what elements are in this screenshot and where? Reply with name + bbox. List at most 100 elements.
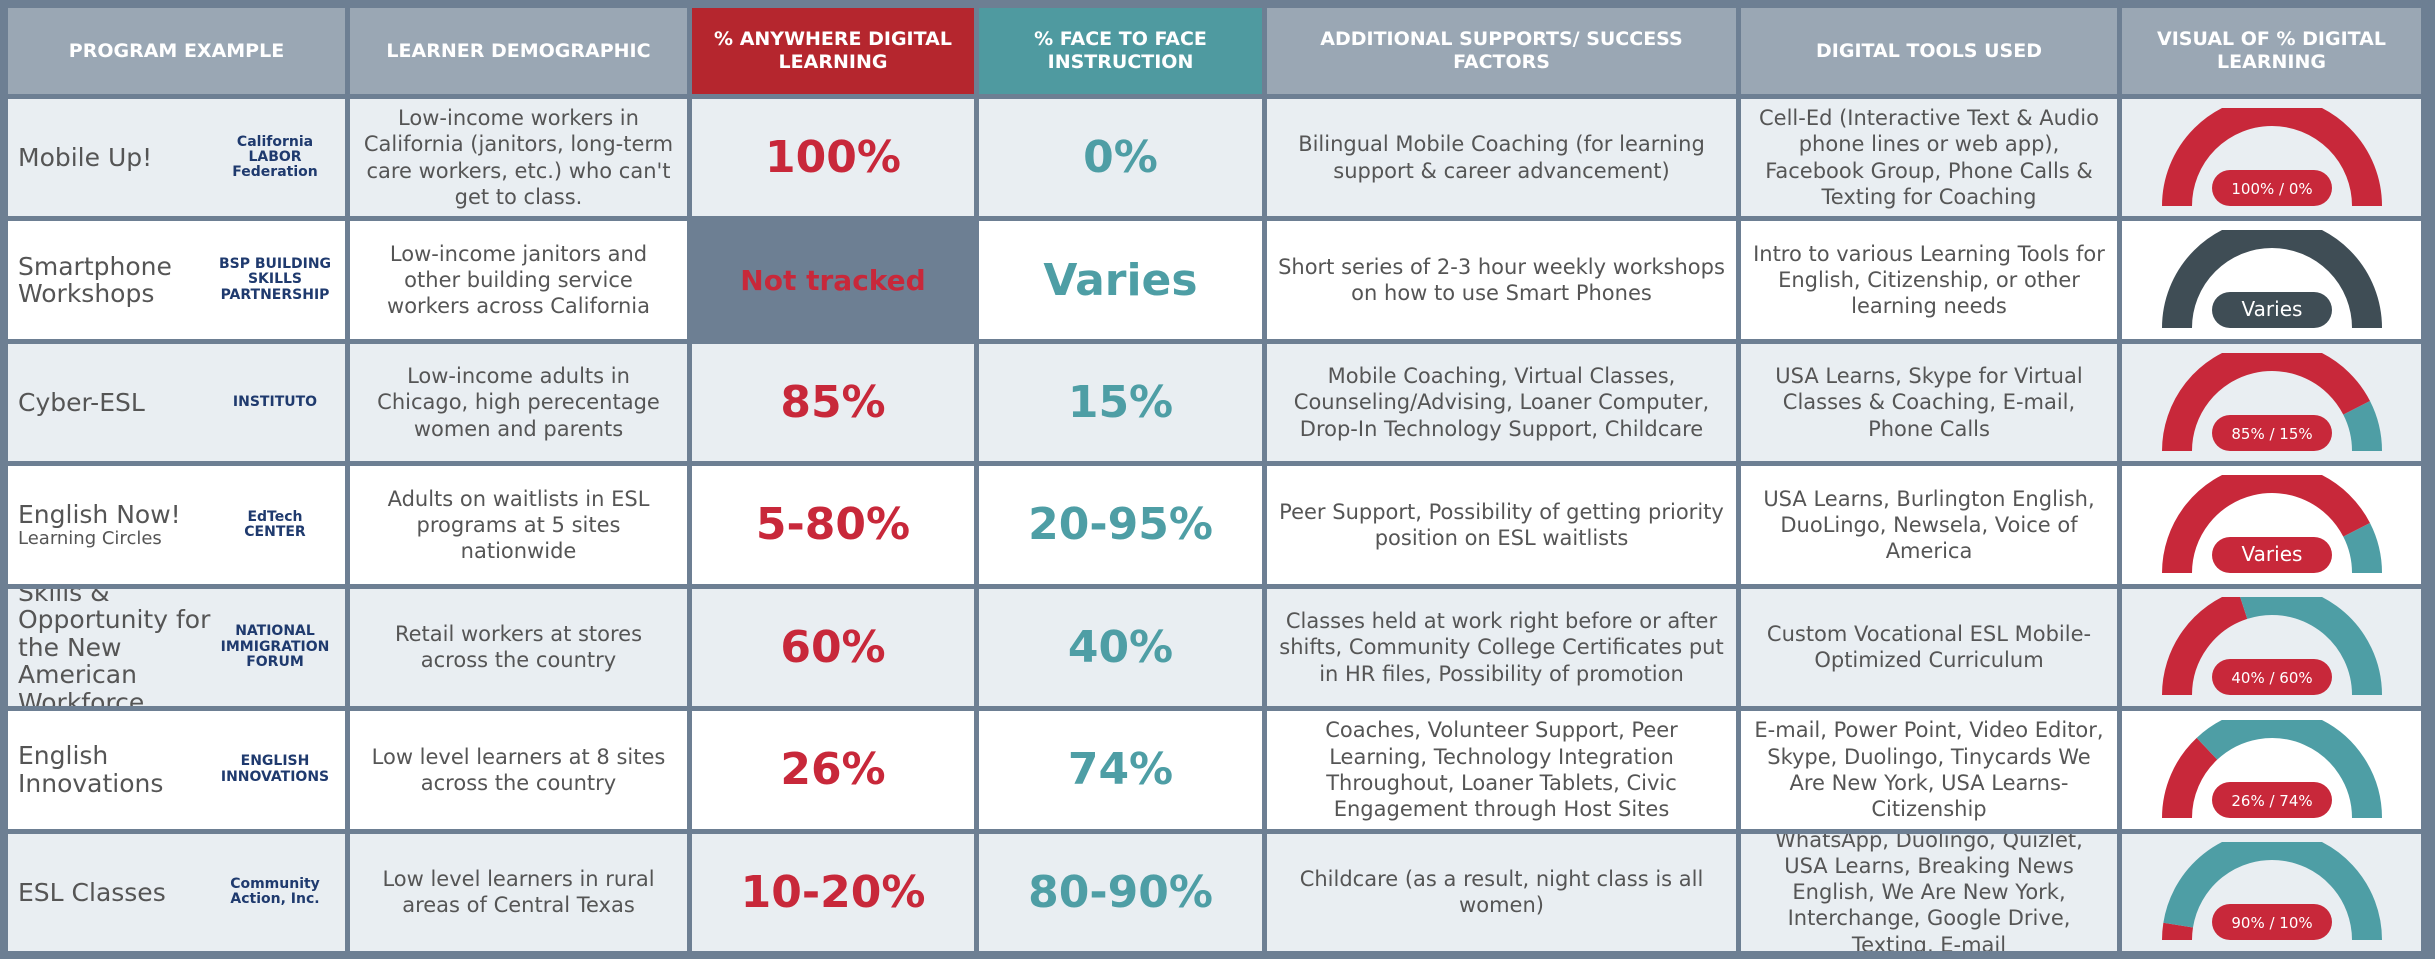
program-cell: Smartphone Workshops BSP BUILDING SKILLS … xyxy=(8,221,345,339)
gauge-label: 85% / 15% xyxy=(2231,425,2312,443)
gauge-cell: 40% / 60% xyxy=(2122,588,2421,707)
header-text: % FACE TO FACE INSTRUCTION xyxy=(1034,28,1207,73)
demographic: Low level learners at 8 sites across the… xyxy=(350,711,687,829)
program-name: English Now! Learning Circles xyxy=(18,501,215,548)
header-cell: ADDITIONAL SUPPORTS/ SUCCESS FACTORS xyxy=(1267,8,1736,94)
gauge: 40% / 60% xyxy=(2161,597,2382,696)
gauge-label: Varies xyxy=(2241,297,2302,321)
gauge-segment xyxy=(2342,523,2382,574)
anywhere-pct: 26% xyxy=(692,711,974,829)
program-name: Mobile Up! xyxy=(18,144,215,172)
face-pct: Varies xyxy=(979,221,1262,339)
program-name: Cyber-ESL xyxy=(18,389,215,417)
gauge-pill xyxy=(2211,536,2332,573)
gauge-label: Varies xyxy=(2241,542,2302,566)
gauge-pill xyxy=(2211,904,2332,941)
anywhere-pct: 60% xyxy=(692,588,974,707)
program-cell: Mobile Up! California LABOR Federation xyxy=(8,99,345,217)
gauge-cell: 90% / 10% xyxy=(2122,833,2421,951)
tools: USA Learns, Burlington English, DuoLingo… xyxy=(1741,466,2117,584)
program-title: Smartphone Workshops xyxy=(18,251,172,309)
gauge-pill xyxy=(2211,169,2332,206)
program-cell: Cyber-ESL INSTITUTO xyxy=(8,343,345,462)
program-title: ESL Classes xyxy=(18,877,166,907)
logo: INSTITUTO xyxy=(232,393,318,410)
face-pct: 80-90% xyxy=(979,833,1262,951)
gauge: Varies xyxy=(2161,474,2382,574)
program-name: Smartphone Workshops xyxy=(18,251,215,309)
anywhere-pct: 100% xyxy=(692,99,974,217)
demographic: Adults on waitlists in ESL programs at 5… xyxy=(350,466,687,584)
tools: Cell-Ed (Interactive Text & Audio phone … xyxy=(1741,99,2117,217)
logo: California LABOR Federation xyxy=(232,133,318,181)
gauge: 90% / 10% xyxy=(2161,842,2382,941)
gauge-segment xyxy=(2161,352,2370,451)
supports: Childcare (as a result, night class is a… xyxy=(1267,833,1736,951)
program-name: Skills & Opportunity for the New America… xyxy=(18,589,215,706)
gauge-cell: 100% / 0% xyxy=(2122,99,2421,217)
demographic: Low-income janitors and other building s… xyxy=(350,221,687,339)
gauge-pill xyxy=(2211,781,2332,818)
program-title: English Innovations xyxy=(18,741,164,798)
gauge-segment xyxy=(2196,719,2382,819)
gauge-label: 40% / 60% xyxy=(2231,669,2312,687)
tools: WhatsApp, Duolingo, Quizlet, USA Learns,… xyxy=(1741,833,2117,951)
header-text: ADDITIONAL SUPPORTS/ SUCCESS FACTORS xyxy=(1320,28,1683,73)
gauge-segment xyxy=(2162,842,2382,941)
program-title: Cyber-ESL xyxy=(18,387,145,417)
program-name: ESL Classes xyxy=(18,877,215,907)
gauge: 26% / 74% xyxy=(2161,719,2382,819)
tools: E-mail, Power Point, Video Editor, Skype… xyxy=(1741,711,2117,829)
demographic: Low-income workers in California (janito… xyxy=(350,99,687,217)
program-cell: English Now! Learning Circles EdTech CENTE… xyxy=(8,466,345,584)
supports: Peer Support, Possibility of getting pri… xyxy=(1267,466,1736,584)
program-title: Skills & Opportunity for the New America… xyxy=(18,588,211,707)
logo: NATIONAL IMMIGRATION FORUM xyxy=(220,623,330,671)
gauge-label: 26% / 74% xyxy=(2231,792,2312,810)
anywhere-pct: Not tracked xyxy=(740,263,926,297)
anywhere-pct: 5-80% xyxy=(692,466,974,584)
tools: Custom Vocational ESL Mobile-Optimized C… xyxy=(1741,588,2117,707)
logo: ENGLISH INNOVATIONS xyxy=(220,753,330,785)
gauge-cell: 26% / 74% xyxy=(2122,711,2421,829)
face-pct: 15% xyxy=(979,343,1262,462)
header-cell: DIGITAL TOOLS USED xyxy=(1741,8,2117,94)
gauge-segment xyxy=(2161,107,2382,207)
header-text: % ANYWHERE DIGITAL LEARNING xyxy=(714,28,952,73)
gauge-segment xyxy=(2239,597,2382,696)
anywhere-pct: 85% xyxy=(692,343,974,462)
program-name: English Innovations xyxy=(18,742,215,797)
gauge-segment xyxy=(2161,737,2218,819)
face-pct: 0% xyxy=(979,99,1262,217)
gauge-label: 100% / 0% xyxy=(2231,180,2312,198)
gauge: 100% / 0% xyxy=(2161,107,2382,207)
supports: Bilingual Mobile Coaching (for learning … xyxy=(1267,99,1736,217)
header-cell: PROGRAM EXAMPLE xyxy=(8,8,345,94)
gauge-pill xyxy=(2211,659,2332,696)
gauge-segment xyxy=(2342,400,2382,452)
gauge-segment xyxy=(2161,230,2382,329)
gauge-segment xyxy=(2161,597,2248,696)
gauge-cell: Varies xyxy=(2122,466,2421,584)
header-cell: LEARNER DEMOGRAPHIC xyxy=(350,8,687,94)
logo: EdTech CENTER xyxy=(244,508,306,540)
program-subtitle: Learning Circles xyxy=(18,527,162,549)
gauge-segment xyxy=(2161,923,2193,941)
program-title: Mobile Up! xyxy=(18,142,153,172)
header-text: LEARNER DEMOGRAPHIC xyxy=(386,39,651,62)
gauge-pill xyxy=(2211,292,2332,329)
tools: Intro to various Learning Tools for Engl… xyxy=(1741,221,2117,339)
face-pct: 40% xyxy=(979,588,1262,707)
header-cell: % ANYWHERE DIGITAL LEARNING xyxy=(692,8,974,94)
demographic: Low level learners in rural areas of Cen… xyxy=(350,833,687,951)
header-text: PROGRAM EXAMPLE xyxy=(68,39,285,62)
gauge-label: 90% / 10% xyxy=(2231,914,2312,932)
tools: USA Learns, Skype for Virtual Classes & … xyxy=(1741,343,2117,462)
header-text: VISUAL OF % DIGITAL LEARNING xyxy=(2157,28,2386,73)
gauge: Varies xyxy=(2161,230,2382,329)
program-cell: Skills & Opportunity for the New America… xyxy=(8,588,345,707)
gauge-segment xyxy=(2161,474,2370,574)
supports: Coaches, Volunteer Support, Peer Learnin… xyxy=(1267,711,1736,829)
anywhere-pct: 10-20% xyxy=(692,833,974,951)
